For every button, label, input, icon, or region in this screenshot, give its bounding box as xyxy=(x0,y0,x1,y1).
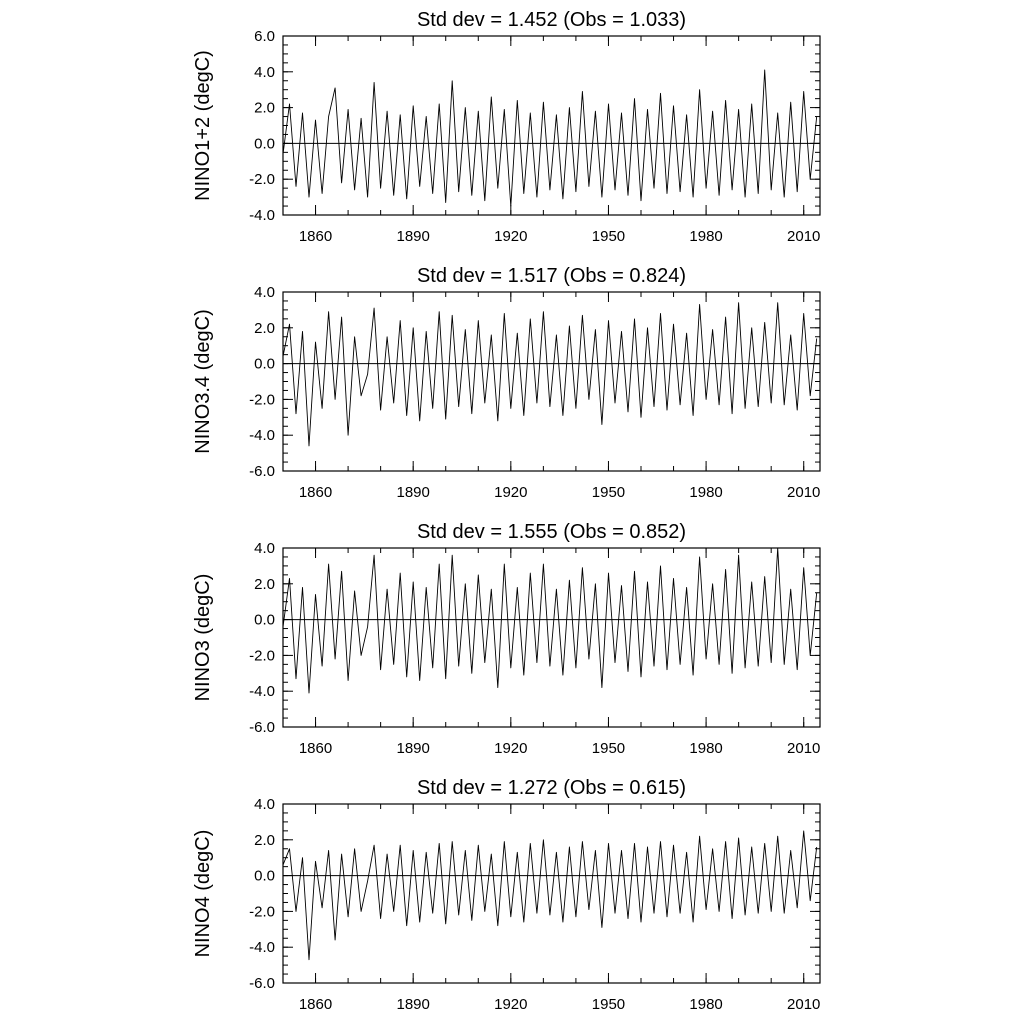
y-tick-label: 0.0 xyxy=(254,612,275,629)
x-tick-label: 1950 xyxy=(592,228,625,245)
y-tick-label: -4.0 xyxy=(249,683,275,700)
y-axis-label: NINO3.4 (degC) xyxy=(192,309,214,454)
y-tick-label: 2.0 xyxy=(254,320,275,337)
y-tick-label: -6.0 xyxy=(249,463,275,480)
series-line xyxy=(282,547,818,694)
y-tick-label: -4.0 xyxy=(249,939,275,956)
y-tick-label: -4.0 xyxy=(249,427,275,444)
x-tick-label: 1890 xyxy=(396,996,429,1013)
x-tick-label: 2010 xyxy=(787,740,820,757)
y-tick-label: 0.0 xyxy=(254,868,275,885)
y-tick-label: 2.0 xyxy=(254,832,275,849)
x-tick-label: 1890 xyxy=(396,228,429,245)
y-tick-label: 4.0 xyxy=(254,64,275,81)
series-line xyxy=(282,830,818,961)
panel-3: Std dev = 1.272 (Obs = 0.615) NINO4 (degC… xyxy=(192,777,821,1013)
y-axis-label: NINO1+2 (degC) xyxy=(192,50,214,201)
x-tick-label: 2010 xyxy=(787,996,820,1013)
y-tick-label: 4.0 xyxy=(254,284,275,301)
y-tick-label: 4.0 xyxy=(254,540,275,557)
series-line xyxy=(282,302,818,447)
plot-frame xyxy=(282,803,821,984)
y-axis-label: NINO3 (degC) xyxy=(192,574,214,702)
y-tick-label: 0.0 xyxy=(254,135,275,152)
y-tick-label: -6.0 xyxy=(249,719,275,736)
x-tick-label: 1950 xyxy=(592,484,625,501)
y-tick-label: 2.0 xyxy=(254,100,275,117)
series-line xyxy=(282,69,818,207)
plot-frame xyxy=(282,291,821,472)
y-tick-label: -2.0 xyxy=(249,647,275,664)
x-tick-label: 2010 xyxy=(787,484,820,501)
x-tick-label: 1980 xyxy=(689,740,722,757)
y-tick-label: -2.0 xyxy=(249,391,275,408)
x-tick-label: 1860 xyxy=(299,484,332,501)
y-tick-label: 4.0 xyxy=(254,796,275,813)
panel-1: Std dev = 1.517 (Obs = 0.824) NINO3.4 (de… xyxy=(192,265,821,501)
x-tick-label: 1890 xyxy=(396,740,429,757)
panel-title: Std dev = 1.555 (Obs = 0.852) xyxy=(417,521,686,543)
x-tick-label: 1980 xyxy=(689,228,722,245)
x-tick-label: 1920 xyxy=(494,228,527,245)
x-tick-label: 1860 xyxy=(299,740,332,757)
panel-2: Std dev = 1.555 (Obs = 0.852) NINO3 (degC… xyxy=(192,521,821,757)
x-tick-label: 1860 xyxy=(299,228,332,245)
panel-title: Std dev = 1.517 (Obs = 0.824) xyxy=(417,265,686,287)
x-tick-label: 1860 xyxy=(299,996,332,1013)
y-tick-label: 2.0 xyxy=(254,576,275,593)
y-tick-label: 0.0 xyxy=(254,356,275,373)
x-tick-label: 2010 xyxy=(787,228,820,245)
plot-frame xyxy=(282,35,821,216)
panel-title: Std dev = 1.452 (Obs = 1.033) xyxy=(417,9,686,31)
x-tick-label: 1920 xyxy=(494,996,527,1013)
plot-frame xyxy=(282,547,821,728)
x-tick-label: 1950 xyxy=(592,996,625,1013)
x-tick-label: 1950 xyxy=(592,740,625,757)
panel-title: Std dev = 1.272 (Obs = 0.615) xyxy=(417,777,686,799)
panel-0: Std dev = 1.452 (Obs = 1.033) NINO1+2 (de… xyxy=(192,9,821,245)
x-tick-label: 1920 xyxy=(494,484,527,501)
x-tick-label: 1980 xyxy=(689,484,722,501)
x-tick-label: 1920 xyxy=(494,740,527,757)
x-tick-label: 1980 xyxy=(689,996,722,1013)
x-tick-label: 1890 xyxy=(396,484,429,501)
y-tick-label: -2.0 xyxy=(249,171,275,188)
y-axis-label: NINO4 (degC) xyxy=(192,830,214,958)
y-tick-label: -4.0 xyxy=(249,207,275,224)
y-tick-label: -2.0 xyxy=(249,903,275,920)
y-tick-label: 6.0 xyxy=(254,28,275,45)
y-tick-label: -6.0 xyxy=(249,975,275,992)
